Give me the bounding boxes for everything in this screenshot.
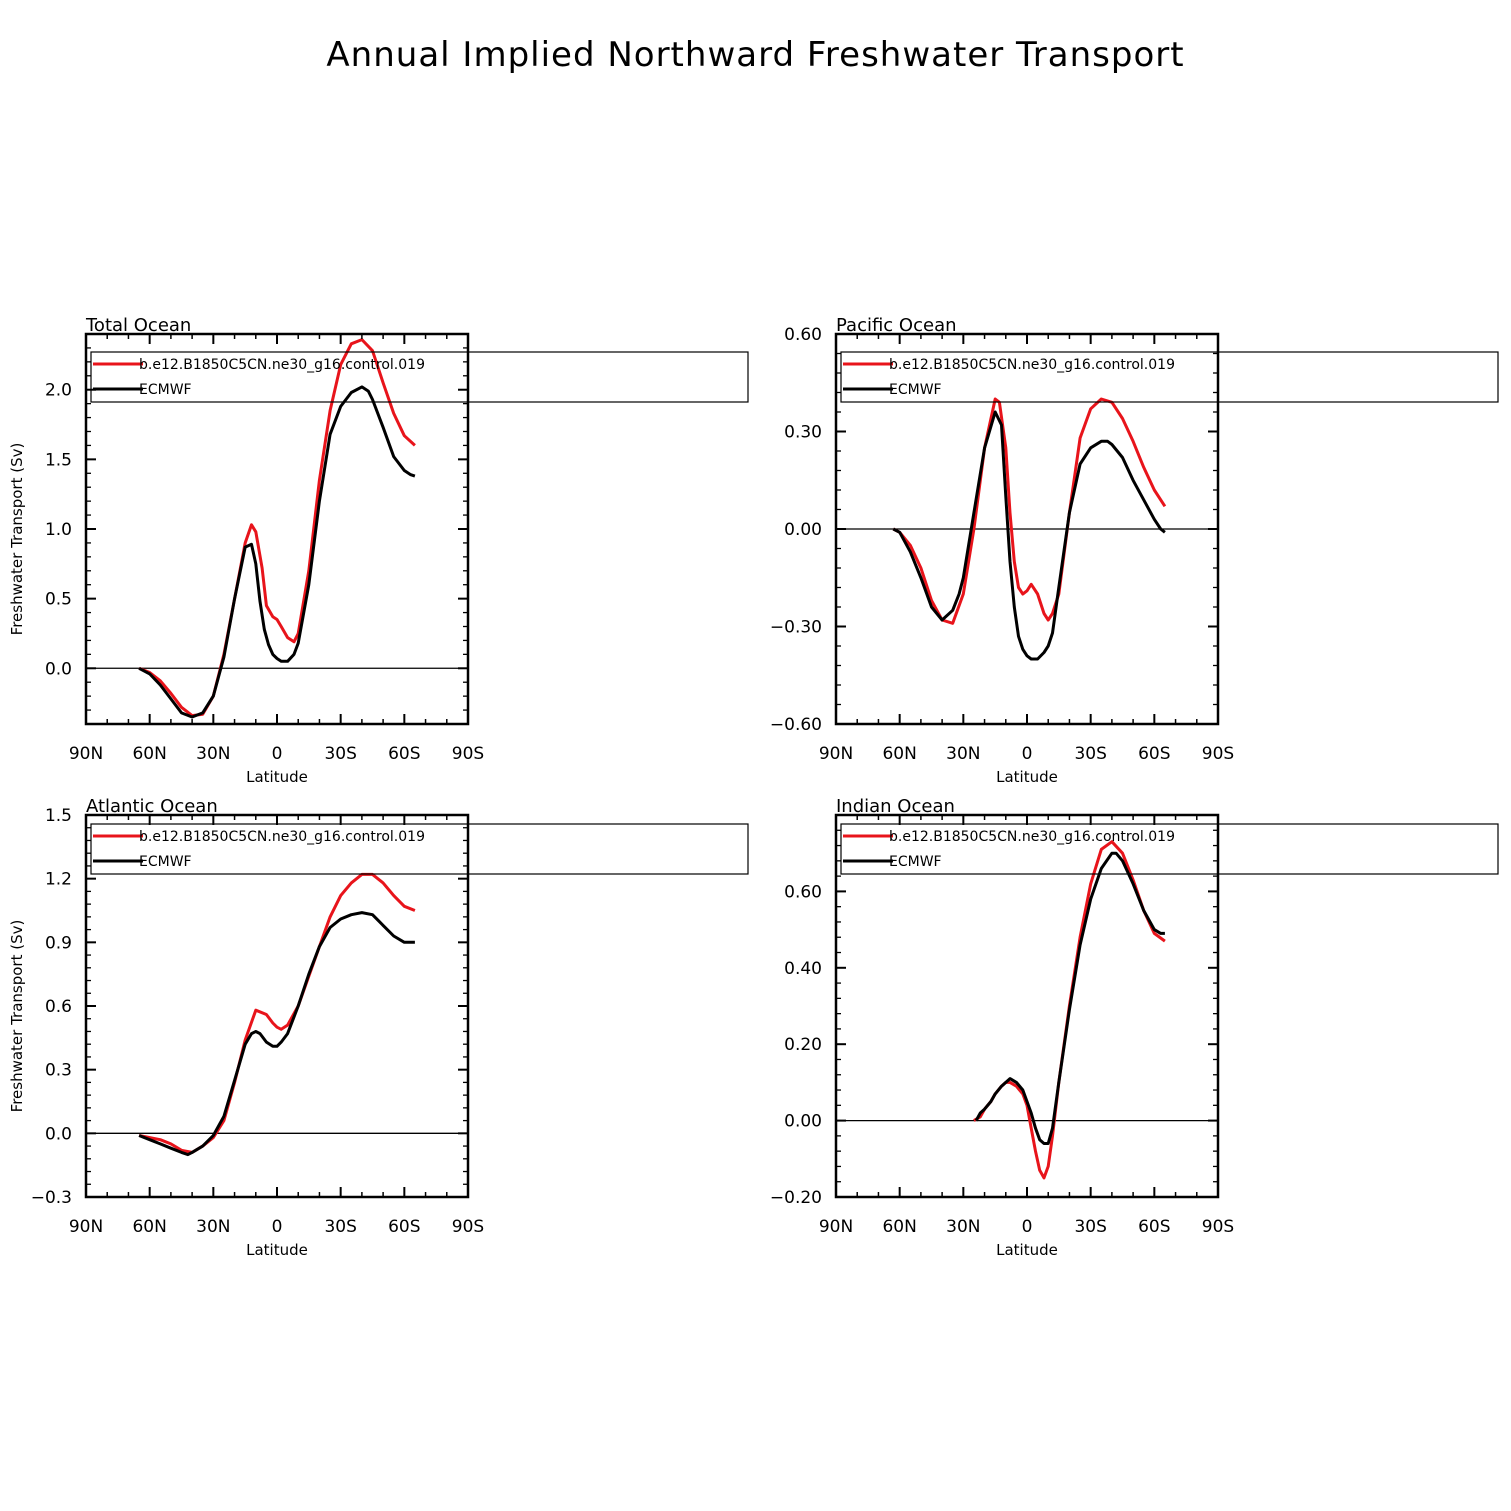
series-line-ecmwf [138, 385, 416, 719]
x-tick-label: 60N [132, 744, 166, 764]
legend: b.e12.B1850C5CN.ne30_g16.control.019 ECMW… [840, 351, 1499, 403]
x-axis-title: Latitude [246, 768, 308, 786]
x-tick-label: 60N [882, 1217, 916, 1237]
legend-label: ECMWF [889, 854, 942, 870]
x-tick-label: 90N [69, 744, 103, 764]
y-axis-title: Freshwater Transport (Sv) [8, 920, 26, 1113]
series-line-ecmwf [974, 851, 1165, 1145]
y-tick-label: −0.3 [31, 1188, 72, 1208]
panel-2: 90N 60N 30N 0 30S 60S 90S −0.60 −0.30 0.00 0.30 0.6… [770, 315, 1499, 786]
y-tick-label: −0.60 [770, 715, 822, 735]
x-tick-label: 30S [324, 744, 356, 764]
series-line-model [892, 397, 1167, 625]
plot-frame [84, 813, 470, 1199]
legend: b.e12.B1850C5CN.ne30_g16.control.019 ECMW… [840, 823, 1499, 875]
y-tick-label: 0.60 [784, 325, 822, 345]
y-tick-label: −0.20 [770, 1188, 822, 1208]
x-tick-label: 60S [1138, 1217, 1170, 1237]
panel-4: 90N 60N 30N 0 30S 60S 90S −0.20 0.00 0.20 0.40 0.60… [770, 796, 1499, 1259]
x-tick-label: 90S [1202, 1217, 1234, 1237]
legend-box [840, 351, 1499, 403]
y-tick-label: 0.0 [45, 1124, 72, 1144]
x-tick-label: 60S [388, 1217, 420, 1237]
y-tick-label: 1.2 [45, 870, 72, 890]
x-tick-label: 30S [1074, 744, 1106, 764]
y-tick-label: 2.0 [45, 381, 72, 401]
y-tick-label: 1.5 [45, 450, 72, 470]
x-tick-label: 60S [1138, 744, 1170, 764]
y-tick-label: 0.6 [45, 997, 72, 1017]
y-tick-label: 0.30 [784, 423, 822, 443]
x-tick-label: 30S [1074, 1217, 1106, 1237]
panel-title: Total Ocean [85, 315, 191, 336]
panel-title: Atlantic Ocean [86, 796, 218, 817]
y-tick-label: 0.60 [784, 882, 822, 902]
x-axis-title: Latitude [246, 1241, 308, 1259]
y-tick-label: 0.20 [784, 1035, 822, 1055]
y-tick-label: 0.5 [45, 590, 72, 610]
y-tick-label: 0.00 [784, 1112, 822, 1132]
y-tick-label: 0.9 [45, 933, 72, 953]
legend-label: ECMWF [889, 382, 942, 398]
legend-label: b.e12.B1850C5CN.ne30_g16.control.019 [139, 357, 425, 373]
legend-label: ECMWF [139, 854, 192, 870]
x-tick-label: 0 [1022, 1217, 1033, 1237]
y-tick-label: 0.40 [784, 959, 822, 979]
x-tick-label: 60N [132, 1217, 166, 1237]
y-axis-title: Freshwater Transport (Sv) [8, 443, 26, 636]
legend-label: b.e12.B1850C5CN.ne30_g16.control.019 [139, 829, 425, 845]
series-line-ecmwf [892, 410, 1166, 661]
x-tick-label: 0 [272, 1217, 283, 1237]
x-tick-label: 30S [324, 1217, 356, 1237]
x-tick-label: 90S [452, 744, 484, 764]
legend-label: b.e12.B1850C5CN.ne30_g16.control.019 [889, 829, 1175, 845]
x-tick-label: 90N [819, 1217, 853, 1237]
x-tick-label: 90N [819, 744, 853, 764]
legend-box [90, 351, 749, 403]
panel-title: Indian Ocean [836, 796, 955, 817]
panel-1: 90N 60N 30N 0 30S 60S 90S 0.0 0.5 1.0 1.5 2.0 Latitu… [8, 315, 749, 786]
legend-box [840, 823, 1499, 875]
y-tick-label: 1.0 [45, 520, 72, 540]
panel-3: 90N 60N 30N 0 30S 60S 90S −0.3 0.0 0.3 0.6 0.9 1.2 1.… [8, 796, 749, 1259]
x-tick-label: 30N [946, 744, 980, 764]
plot-frame [834, 813, 1220, 1199]
y-tick-label: 0.3 [45, 1061, 72, 1081]
x-axis-title: Latitude [996, 768, 1058, 786]
legend-box [90, 823, 749, 875]
legend-label: ECMWF [139, 382, 192, 398]
y-tick-label: 1.5 [45, 806, 72, 826]
x-tick-label: 90S [452, 1217, 484, 1237]
y-tick-label: 0.00 [784, 520, 822, 540]
x-tick-label: 60N [882, 744, 916, 764]
y-tick-label: 0.0 [45, 659, 72, 679]
series-line-ecmwf [138, 911, 415, 1157]
legend: b.e12.B1850C5CN.ne30_g16.control.019 ECMW… [90, 351, 749, 403]
panel-title: Pacific Ocean [836, 315, 957, 336]
x-tick-label: 0 [1022, 744, 1033, 764]
x-tick-label: 30N [196, 744, 230, 764]
x-axis-title: Latitude [996, 1241, 1058, 1259]
x-tick-label: 30N [196, 1217, 230, 1237]
y-tick-label: −0.30 [770, 618, 822, 638]
x-tick-label: 90S [1202, 744, 1234, 764]
x-tick-label: 60S [388, 744, 420, 764]
legend: b.e12.B1850C5CN.ne30_g16.control.019 ECMW… [90, 823, 749, 875]
page-title: Annual Implied Northward Freshwater Tran… [326, 34, 1185, 75]
x-tick-label: 30N [946, 1217, 980, 1237]
x-tick-label: 0 [272, 744, 283, 764]
x-tick-label: 90N [69, 1217, 103, 1237]
legend-label: b.e12.B1850C5CN.ne30_g16.control.019 [889, 357, 1175, 373]
